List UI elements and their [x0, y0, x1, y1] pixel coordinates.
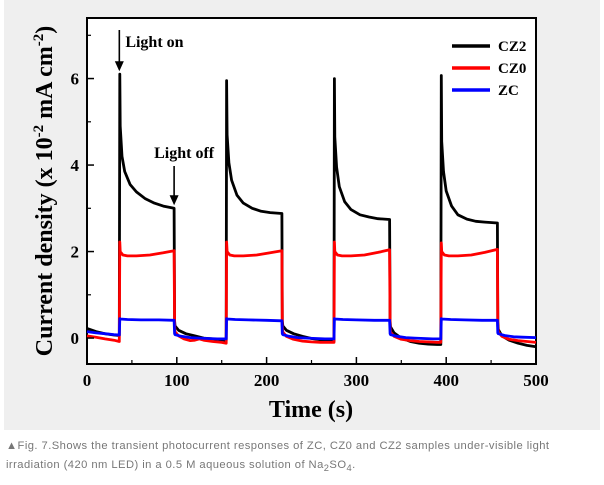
annotation-arrow-head — [169, 195, 179, 206]
x-axis-title: Time (s) — [269, 397, 353, 423]
series-line-cz0 — [86, 240, 537, 345]
caption-subscript: 4 — [346, 463, 353, 474]
annotation-label: Light on — [125, 34, 183, 51]
photocurrent-chart: 0 100 200 300 400 500 0 2 4 6 CZ2 CZ0 ZC Light on Li… — [31, 17, 549, 423]
y-tick-label: 4 — [71, 156, 80, 175]
legend-label-zc: ZC — [498, 83, 519, 99]
legend-label-cz0: CZ0 — [498, 61, 526, 77]
x-tick-label: 100 — [164, 371, 190, 390]
x-tick-label: 300 — [344, 371, 370, 390]
y-axis-title: Current density (x 10-2 mA cm-2) — [31, 26, 58, 357]
figure-panel: 0 100 200 300 400 500 0 2 4 6 CZ2 CZ0 ZC Light on Li… — [4, 0, 600, 430]
x-tick-label: 500 — [523, 371, 549, 390]
caption-text-end: . — [352, 459, 356, 471]
figure-caption: ▲Fig. 7.Shows the transient photocurrent… — [6, 437, 600, 478]
x-tick-label: 400 — [433, 371, 459, 390]
series-line-zc — [86, 317, 537, 341]
x-tick-label: 0 — [83, 371, 92, 390]
legend-label-cz2: CZ2 — [498, 39, 526, 55]
plot-frame — [86, 17, 537, 365]
x-tick-label: 200 — [254, 371, 280, 390]
caption-marker-icon: ▲ — [6, 440, 18, 452]
y-tick-label: 6 — [71, 70, 80, 89]
annotation-label: Light off — [154, 145, 215, 162]
caption-text-mid: SO — [329, 459, 347, 471]
annotation-arrow-head — [114, 61, 124, 72]
caption-subscript: 2 — [323, 463, 330, 474]
y-tick-label: 0 — [71, 329, 80, 348]
y-tick-label: 2 — [71, 243, 80, 262]
caption-text: Fig. 7.Shows the transient photocurrent … — [6, 440, 550, 471]
